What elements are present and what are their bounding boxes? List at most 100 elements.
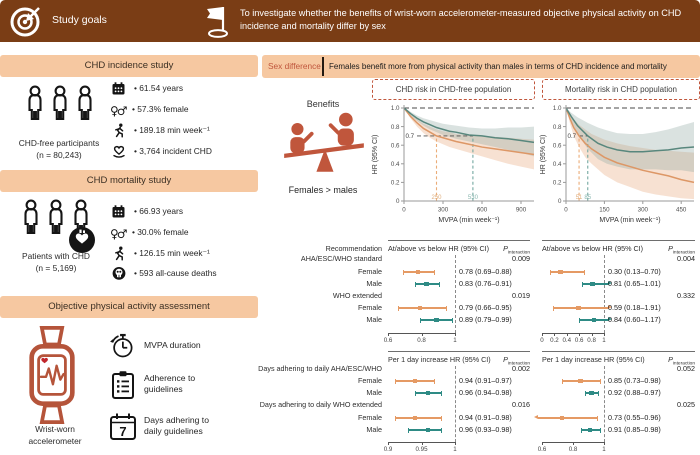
forest-hr-text: 0.96 (0.93–0.98) [459,425,512,434]
x-tick-label: 150 [599,207,610,214]
curve-male [565,107,695,153]
forest-hr-text: 0.83 (0.76–0.91) [459,279,512,288]
p-interaction-value: 0.019 [512,291,530,300]
watch-caption: Wrist-worn [35,424,75,434]
threshold-label-male: 530 [468,195,479,201]
column-header: Per 1 day increase HR (95% CI) [542,355,645,364]
forest-axis-tick [573,442,574,445]
forest-axis-tick-label: 0.6 [383,337,393,344]
forest-axis-tick [421,442,423,445]
forest-axis-tick [579,333,581,336]
forest-row-label: Female [358,376,382,385]
ci-band-female [404,108,534,170]
column-header: At/above vs below HR (95% CI) [542,244,644,253]
forest-hr-text: 0.85 (0.73–0.98) [608,376,661,385]
x-axis-label: MVPA (min week⁻¹) [438,217,499,224]
forest-axis [542,333,605,334]
forest-ci-line [398,307,447,309]
ref-dashed-line [604,366,605,442]
forest-axis-tick [554,333,556,336]
forest-axis-tick [542,442,543,445]
mortality-caption: Patients with CHD [22,251,90,261]
forest-ci-arrow-right [608,305,612,310]
stat-mvpa-incidence: 189.18 min week⁻¹ [112,123,210,138]
forest-axis-tick-label: 1 [602,446,606,453]
headline-strip: Sex difference Females benefit more from… [262,55,700,78]
forest-axis-tick [566,333,568,336]
forest-row-label: WHO extended [332,291,382,300]
p-interaction-value: 0.002 [512,364,530,373]
x-tick-label: 600 [477,207,488,214]
forest-row-label: Female [358,413,382,422]
forest-ci-cap [398,305,400,311]
header-rule [542,351,695,352]
forest-axis-tick-label: 1 [453,337,457,344]
recommendation-header: Recommendation [325,244,382,253]
forest-row-label: Female [358,267,382,276]
forest-ci-cap [403,269,405,275]
stat-female-incidence: ♀♂ 57.3% female [110,102,188,118]
p-interaction-value: 0.009 [512,254,530,263]
p-interaction-value: 0.332 [677,291,695,300]
forest-marker-male [589,281,595,287]
forest-ci-cap [408,427,410,433]
assessment-item-3-line1: Days adhering to [144,415,209,425]
forest-row-label: Female [358,303,382,312]
section-header-assessment: Objective physical activity assessment [0,296,258,318]
forest-ci-line [550,271,586,273]
banner-label: Study goals [52,14,107,26]
mortality-n: (n = 5,169) [35,263,77,273]
forest-ci-line [538,417,598,419]
ci-band-male [566,108,694,173]
forest-axis-tick [604,442,605,445]
forest-ci-cap [394,378,396,384]
forest-ci-cap [580,427,582,433]
forest-axis-tick-label: 0.95 [415,446,428,453]
forest-marker-male [434,317,439,323]
forest-ci-cap [445,305,447,311]
chart1-title-box: CHD risk in CHD-free population [372,79,535,100]
x-tick-label: 300 [438,207,449,214]
stat-female-mortality: ♀♂ 30.0% female [110,225,188,241]
column-header: At/above vs below HR (95% CI) [388,244,490,253]
benefits-block: Benefits Females > males [268,99,378,203]
skull-icon [112,267,126,280]
forest-ci-cap [394,415,396,421]
chart-chd-risk: 0.7 0 0.2 0.4 0.6 0.8 1.0 0 300 600 900 250 530 MVPA … [372,105,535,224]
p-interaction-value: 0.025 [677,400,695,409]
y-tick-label: 0.4 [391,161,400,168]
section-header-incidence: CHD incidence study [0,55,258,77]
forest-axis-tick [604,333,605,336]
forest-hr-text: 0.81 (0.65–1.01) [608,279,661,288]
forest-ci-arrow-right [608,281,612,286]
p-interaction-header: Pinteraction [503,244,530,256]
header-rule [388,240,530,241]
y-tick-label: 0.6 [391,142,400,149]
forest-ci-cap [599,378,601,384]
p-interaction-header: Pinteraction [668,355,695,367]
x-tick-label: 450 [676,207,687,214]
headline-text: Females benefit more from physical activ… [329,62,667,71]
stat-text: 126.15 min week⁻¹ [134,246,210,261]
forest-row-label: Days adhering to daily AHA/ESC/WHO [258,364,382,373]
forest-axis-tick-label: 0.4 [562,337,572,344]
assessment-item-3-line2: daily guidelines [144,426,203,436]
heart-icon [113,145,125,158]
forest-marker-male [424,281,429,287]
forest-row-label: Male [366,315,382,324]
forest-axis-tick [455,333,456,336]
forest-ci-cap [452,317,454,323]
forest-hr-text: 0.84 (0.60–1.17) [608,315,661,324]
forest-axis-tick-label: 0.6 [574,337,584,344]
forest-marker-female [412,378,418,384]
forest-marker-female [412,415,418,421]
calendar-7-icon: 7 [110,413,136,440]
forest-ci-cap [585,390,587,396]
threshold-label-female: 51 [576,195,583,201]
x-axis-label: MVPA (min week⁻¹) [599,217,660,224]
section-header-mortality: CHD mortality study [0,170,258,192]
stat-text: 3,764 incident CHD [134,144,212,159]
forest-axis-tick [388,333,389,336]
forest-marker-female [415,269,421,275]
x-tick-label: 900 [516,207,527,214]
